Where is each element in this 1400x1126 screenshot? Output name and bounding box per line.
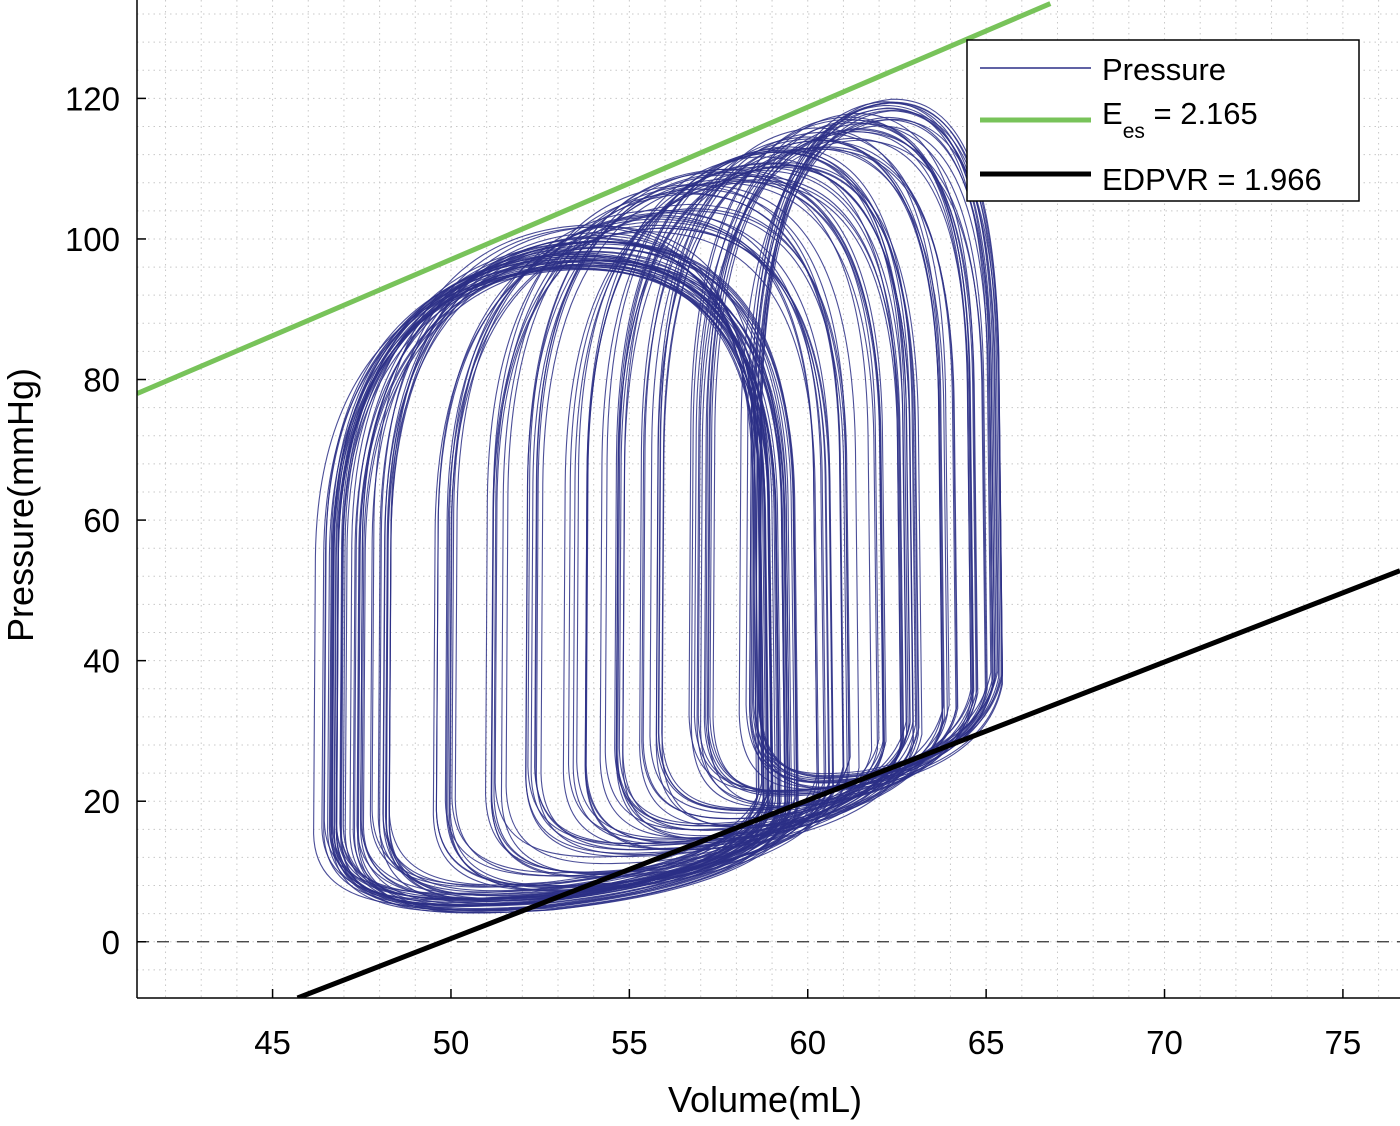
x-tick-label: 45 xyxy=(254,1024,291,1061)
pressure-loop xyxy=(339,264,789,911)
pressure-loop xyxy=(485,192,844,873)
pressure-loop xyxy=(615,149,914,827)
tick-labels: 45 50 55 60 65 70 75 0 20 40 60 80 100 120 xyxy=(65,80,1361,1061)
legend-ees-value: = 2.165 xyxy=(1145,96,1258,131)
pressure-loop xyxy=(755,118,1003,788)
legend-label-edpvr: EDPVR = 1.966 xyxy=(1102,162,1322,197)
x-tick-label: 70 xyxy=(1146,1024,1183,1061)
pressure-loop xyxy=(599,151,918,839)
x-tick-label: 65 xyxy=(968,1024,1005,1061)
pressure-loop xyxy=(385,247,774,897)
pressure-loop xyxy=(697,139,987,792)
pressure-loop xyxy=(500,184,860,876)
pressure-loop xyxy=(655,148,959,812)
pressure-loop xyxy=(585,162,914,851)
pressure-loop xyxy=(435,218,830,888)
pressure-loop xyxy=(382,236,759,897)
legend-label-ees: Ees = 2.165 xyxy=(1102,96,1258,143)
y-tick-label: 40 xyxy=(83,643,120,680)
pressure-loop xyxy=(639,136,943,828)
y-tick-label: 80 xyxy=(83,362,120,399)
x-tick-label: 75 xyxy=(1325,1024,1362,1061)
pressure-loop xyxy=(707,119,974,807)
legend-label-pressure: Pressure xyxy=(1102,52,1226,87)
y-tick-label: 120 xyxy=(65,80,120,117)
pressure-loop xyxy=(344,250,786,910)
x-tick-label: 55 xyxy=(611,1024,648,1061)
pressure-loop xyxy=(712,127,975,795)
pressure-loop xyxy=(750,119,996,784)
pressure-loop xyxy=(535,172,885,856)
pressure-loop xyxy=(738,125,993,790)
pressure-loop xyxy=(525,171,873,858)
x-tick-label: 50 xyxy=(433,1024,470,1061)
y-tick-label: 60 xyxy=(83,502,120,539)
y-tick-label: 20 xyxy=(83,783,120,820)
y-tick-label: 100 xyxy=(65,221,120,258)
legend-ees-symbol: E xyxy=(1102,96,1123,131)
pressure-loop xyxy=(745,108,1000,782)
legend: Pressure Ees = 2.165 EDPVR = 1.966 xyxy=(966,39,1360,202)
pressure-loop xyxy=(572,175,903,845)
axes xyxy=(136,0,1400,999)
fit-lines xyxy=(137,1,1400,998)
pressure-loop xyxy=(618,166,911,825)
pressure-loop xyxy=(336,259,779,911)
ees-line xyxy=(137,1,1052,396)
pressure-loop xyxy=(527,168,880,845)
pressure-loop xyxy=(759,110,1003,790)
pressure-loop xyxy=(342,247,799,902)
pressure-loop xyxy=(353,241,798,914)
pressure-loop xyxy=(661,146,958,809)
pressure-loops xyxy=(313,98,1003,914)
pressure-loop xyxy=(758,102,997,778)
legend-ees-subscript: es xyxy=(1123,120,1145,143)
pressure-loop xyxy=(491,210,848,879)
pressure-loop xyxy=(534,174,884,845)
pressure-loop xyxy=(616,165,920,831)
x-axis-label: Volume(mL) xyxy=(668,1079,862,1120)
pressure-loop xyxy=(562,181,902,849)
pressure-loop xyxy=(604,150,911,831)
pressure-loop xyxy=(454,214,818,877)
pressure-loop xyxy=(585,162,914,844)
y-axis-label: Pressure(mmHg) xyxy=(0,368,41,642)
pressure-loop xyxy=(655,127,945,827)
pressure-loop xyxy=(641,147,948,820)
edpvr-line xyxy=(296,568,1400,998)
pressure-loop xyxy=(584,156,902,851)
x-tick-label: 60 xyxy=(789,1024,826,1061)
pressure-loop xyxy=(491,184,844,874)
pressure-loop xyxy=(445,227,835,889)
y-tick-label: 0 xyxy=(102,924,120,961)
